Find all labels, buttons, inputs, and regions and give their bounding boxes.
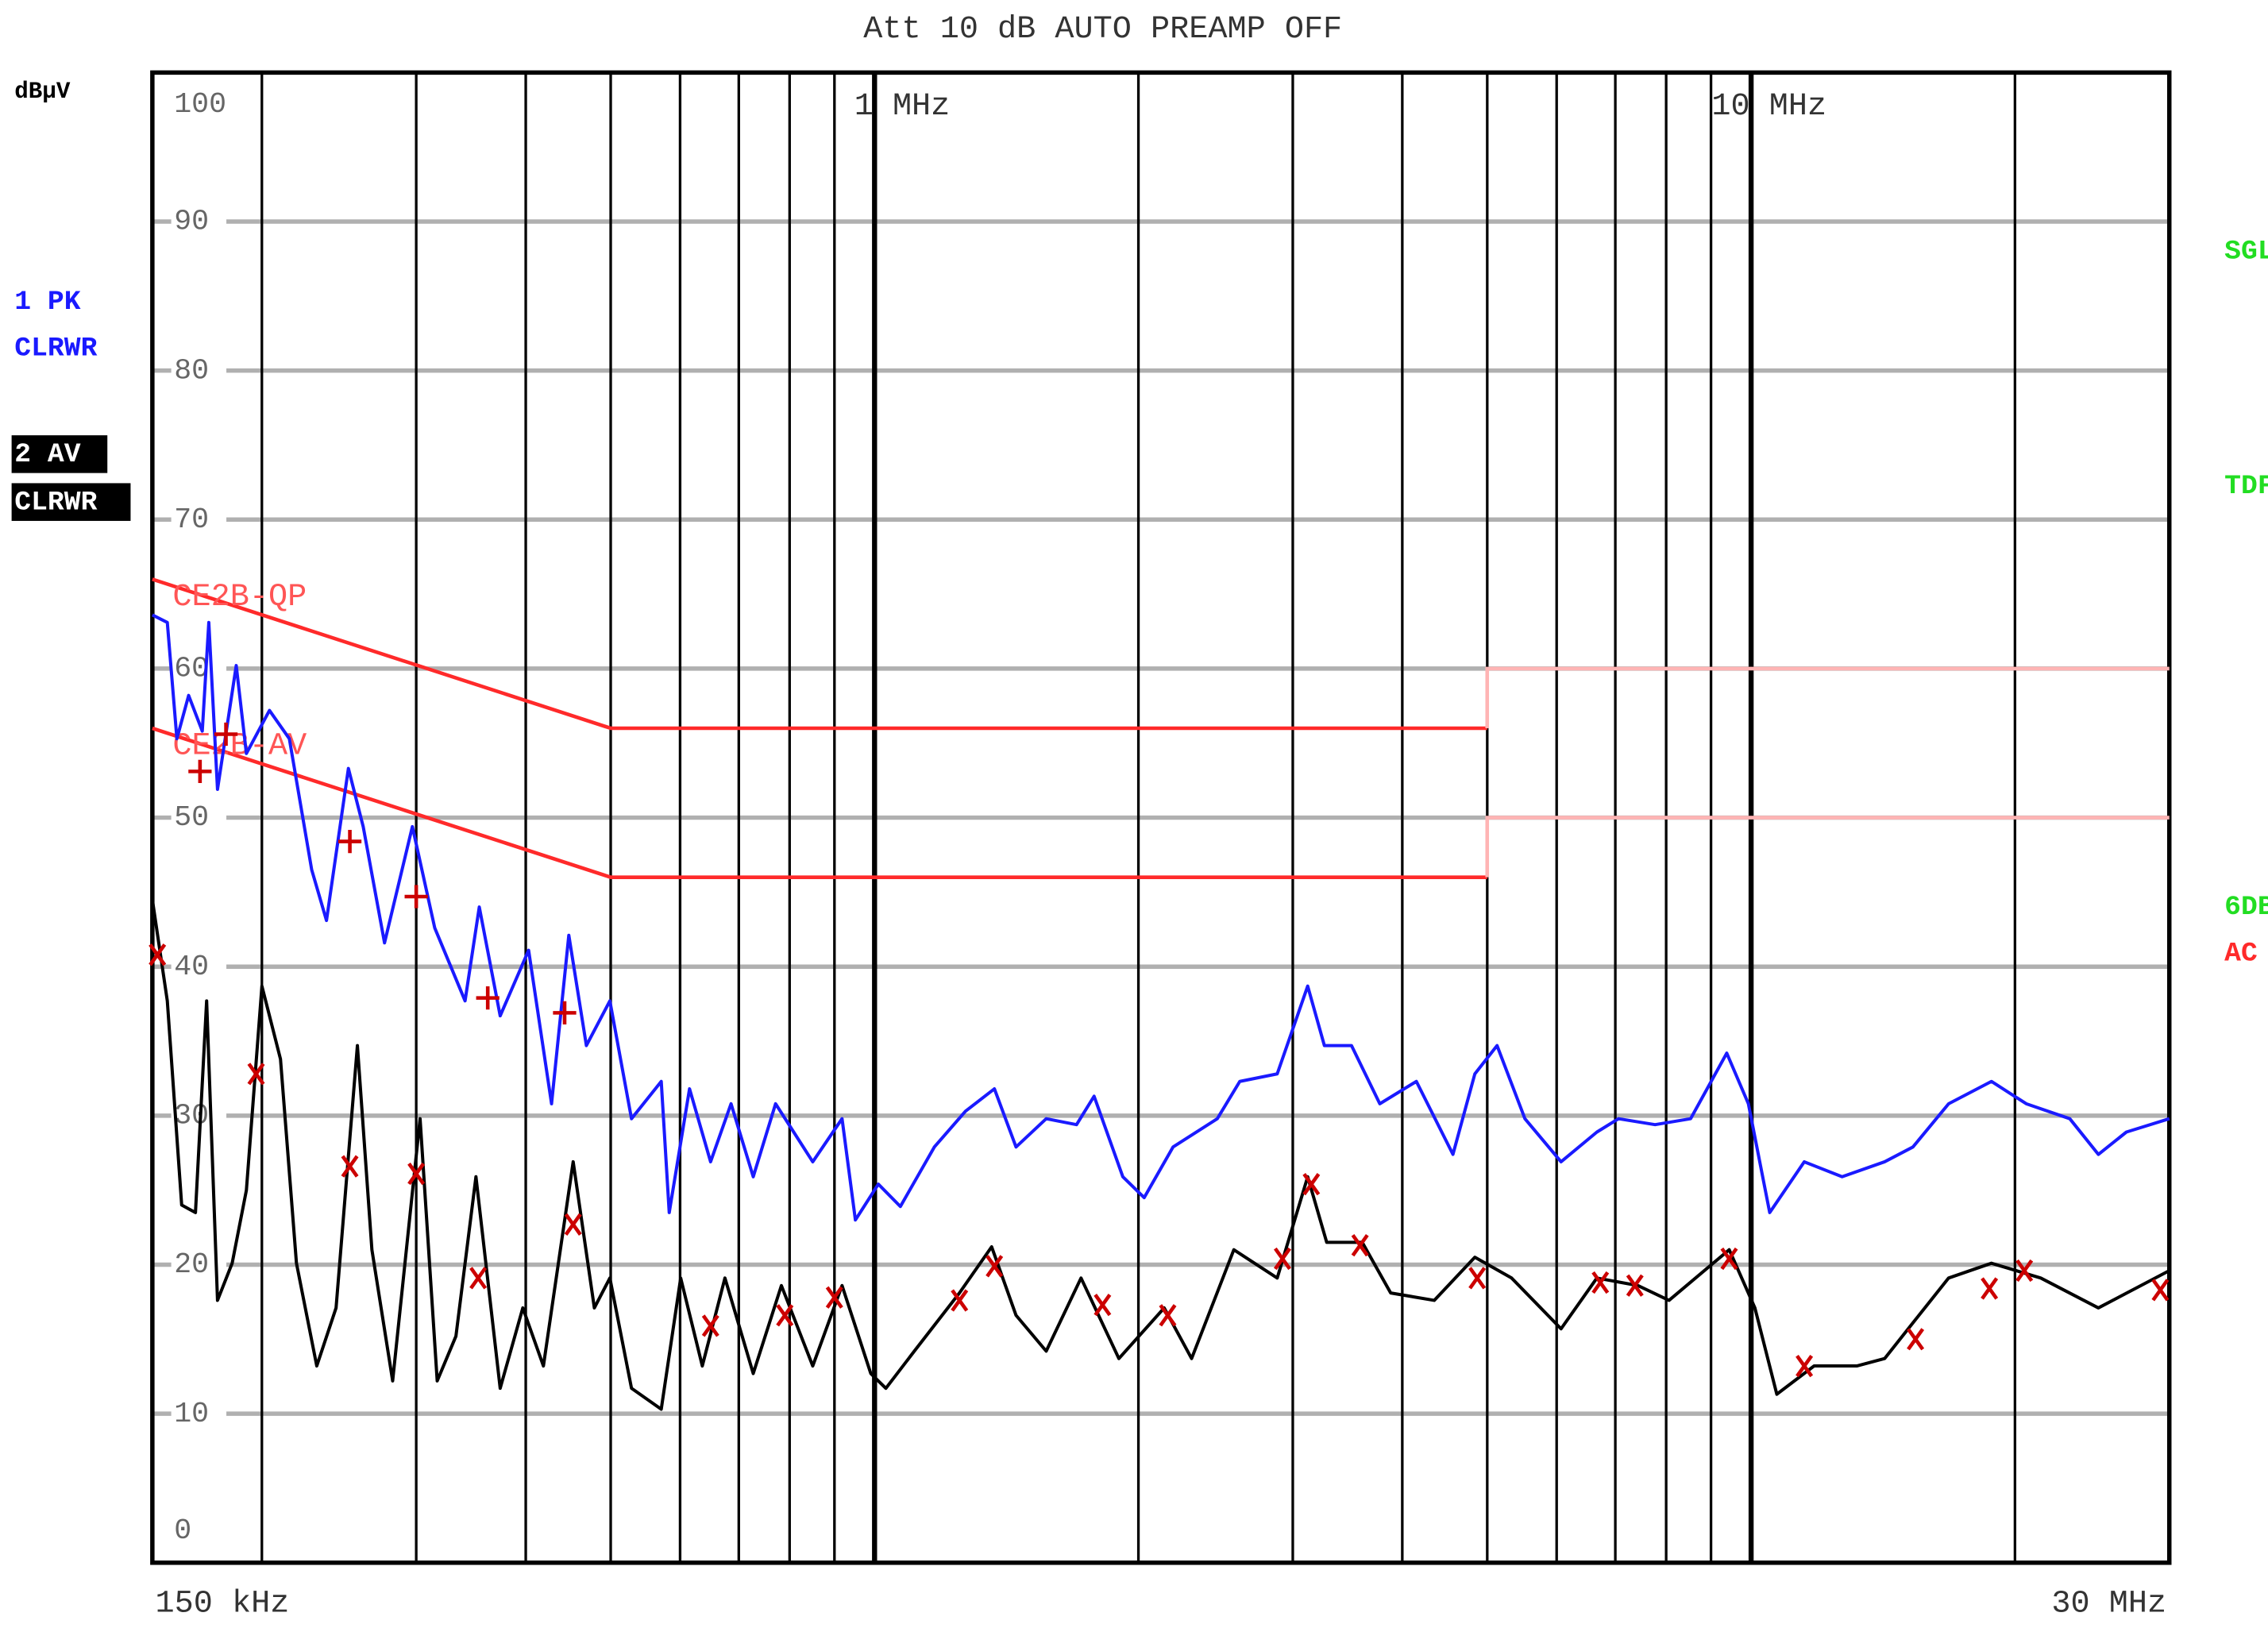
x-tick-label: 10 MHz — [1711, 89, 1826, 125]
marker — [341, 1155, 359, 1178]
y-tick-label: 60 — [174, 653, 209, 685]
marker — [2015, 1259, 2034, 1283]
y-tick-label: 100 — [174, 88, 226, 121]
marker — [476, 986, 499, 1010]
tick-label-bg — [171, 804, 227, 831]
legend-name: 2 AV — [14, 439, 80, 470]
side-label: 6DB — [2224, 892, 2268, 923]
limit-line-label: CE2B-AV — [172, 729, 307, 765]
marker — [148, 943, 167, 966]
trace-line — [151, 613, 2170, 1222]
y-tick-label: 0 — [174, 1514, 191, 1547]
legend-bg — [11, 483, 131, 521]
y-tick-label: 90 — [174, 206, 209, 238]
marker — [1159, 1304, 1177, 1327]
marker — [2151, 1279, 2170, 1302]
marker — [1626, 1274, 1644, 1297]
y-tick-label: 10 — [174, 1398, 209, 1430]
marker — [1591, 1271, 1610, 1294]
marker — [404, 885, 428, 909]
side-label: TDF — [2224, 471, 2268, 502]
limit-line — [152, 726, 1487, 879]
marker — [247, 1063, 265, 1086]
limit-line — [1485, 666, 2170, 729]
y-tick-label: 20 — [174, 1248, 209, 1281]
y-tick-label: 30 — [174, 1100, 209, 1132]
legend-mode: CLRWR — [14, 334, 97, 365]
marker — [1907, 1328, 1925, 1351]
legend-mode: CLRWR — [14, 487, 97, 518]
y-tick-label: 50 — [174, 801, 209, 834]
marker — [407, 1162, 426, 1186]
marker — [564, 1213, 582, 1236]
marker — [469, 1267, 488, 1290]
marker — [1720, 1247, 1738, 1271]
legend-bg — [11, 435, 108, 473]
tick-label-bg — [171, 1400, 227, 1427]
y-tick-label: 40 — [174, 951, 209, 983]
tick-label-bg — [171, 953, 227, 980]
tick-label-bg — [171, 208, 227, 235]
marker — [951, 1289, 969, 1312]
tick-label-bg — [171, 91, 227, 118]
x-tick-label: 30 MHz — [2051, 1587, 2166, 1622]
x-tick-label: 1 MHz — [854, 89, 951, 125]
marker — [1351, 1233, 1369, 1257]
marker — [1094, 1294, 1112, 1317]
y-tick-label: 70 — [174, 503, 209, 536]
legend-name: 1 PK — [14, 287, 80, 318]
limit-line-label: CE2B-QP — [172, 580, 307, 615]
limit-line — [1485, 816, 2170, 878]
tick-label-bg — [171, 506, 227, 533]
marker — [986, 1255, 1004, 1278]
side-label: SGL — [2224, 236, 2268, 267]
y-axis-label: dBµV — [14, 79, 71, 105]
trace-line — [150, 899, 2170, 1411]
marker — [1302, 1173, 1321, 1196]
tick-label-bg — [171, 357, 227, 384]
chart-title: Att 10 dB AUTO PREAMP OFF — [863, 12, 1342, 48]
marker — [214, 722, 238, 746]
tick-label-bg — [171, 655, 227, 682]
marker — [1468, 1267, 1487, 1290]
tick-label-bg — [171, 1518, 227, 1545]
marker — [338, 829, 362, 854]
marker — [1796, 1354, 1814, 1378]
marker — [1981, 1277, 1999, 1300]
marker — [776, 1304, 794, 1327]
marker — [701, 1314, 719, 1337]
limit-line — [152, 577, 1487, 731]
marker — [825, 1286, 843, 1309]
side-label: AC — [2224, 939, 2258, 970]
marker — [1273, 1247, 1291, 1271]
marker — [188, 759, 212, 784]
x-tick-label: 150 kHz — [156, 1587, 290, 1622]
marker — [553, 1001, 577, 1024]
y-tick-label: 80 — [174, 354, 209, 387]
